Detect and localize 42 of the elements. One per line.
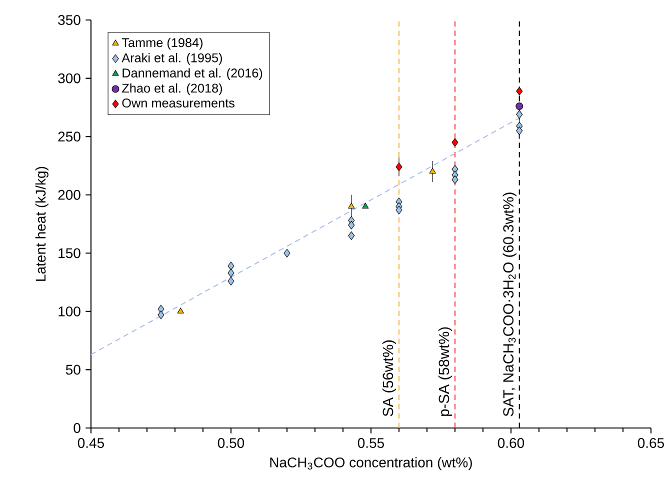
point xyxy=(516,86,523,96)
point xyxy=(429,168,436,174)
legend-label: Dannemand et al. (2016) xyxy=(122,68,262,80)
point xyxy=(362,202,369,209)
point xyxy=(228,262,234,270)
x-tick-label: 0.60 xyxy=(498,438,524,448)
y-tick-label: 350 xyxy=(58,15,80,25)
point xyxy=(348,202,355,209)
point xyxy=(158,310,164,320)
legend-label: Tamme (1984) xyxy=(122,38,203,50)
y-axis-title: Latent heat (kJ/kg) xyxy=(35,166,48,281)
point xyxy=(452,138,458,147)
point xyxy=(516,126,523,136)
y-tick-label: 300 xyxy=(58,73,80,84)
legend-label: Own measurements xyxy=(122,98,234,108)
point xyxy=(177,308,184,314)
y-tick-label: 100 xyxy=(58,306,80,316)
x-tick-label: 0.55 xyxy=(358,438,384,448)
y-tick-label: 50 xyxy=(66,364,80,375)
y-tick-label: 250 xyxy=(58,132,80,142)
point xyxy=(452,175,458,184)
x-tick-label: 0.50 xyxy=(218,438,244,448)
point xyxy=(228,268,234,278)
ref-line-label: SAT, NaCH$_{3}$COO·3H$_{2}$O (60.3wt%) xyxy=(502,192,516,416)
x-tick-label: 0.45 xyxy=(78,438,104,448)
point xyxy=(348,231,355,240)
point xyxy=(396,162,402,172)
point xyxy=(516,110,523,119)
y-tick-label: 150 xyxy=(58,248,80,258)
x-axis-title: NaCH$_{3}$COO concentration (wt%) xyxy=(270,457,472,470)
legend-label: Zhao et al. (2018) xyxy=(122,83,222,96)
point xyxy=(516,102,524,110)
legend-label: Araki et al. (1995) xyxy=(122,53,222,65)
y-tick-label: 0 xyxy=(74,423,80,433)
ref-line-label: p-SA (58wt%) xyxy=(438,327,452,416)
point xyxy=(396,206,402,214)
y-tick-label: 200 xyxy=(58,190,80,200)
point xyxy=(228,276,234,286)
x-tick-label: 0.65 xyxy=(638,438,664,448)
point xyxy=(348,220,355,230)
ref-line-label: SA (56wt%) xyxy=(382,340,396,416)
point xyxy=(284,248,290,258)
